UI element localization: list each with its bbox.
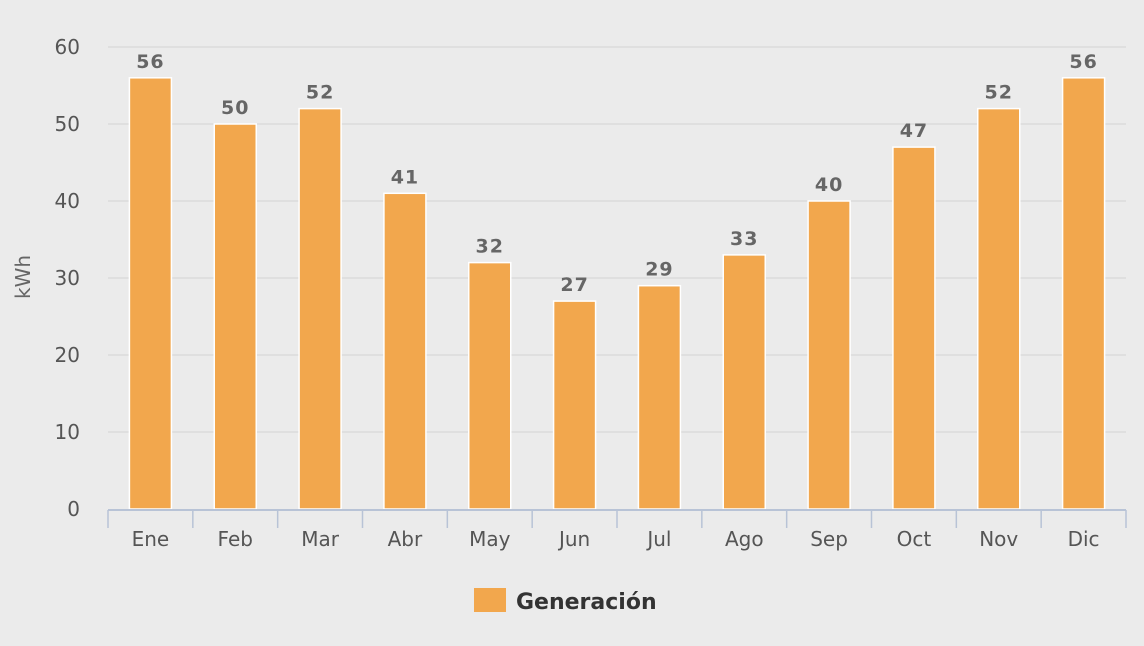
- bar[interactable]: [552, 300, 597, 510]
- y-tick-label: 60: [55, 35, 80, 59]
- x-tick-label: Ago: [725, 527, 764, 551]
- bar[interactable]: [722, 254, 766, 510]
- y-axis-ticks: 0 10 20 30 40 50 60: [55, 35, 80, 521]
- data-label: 52: [306, 82, 334, 104]
- x-tick-label: Abr: [388, 527, 423, 551]
- bar[interactable]: [1061, 77, 1106, 510]
- x-tick-label: Feb: [218, 527, 253, 551]
- x-tick-label: Oct: [897, 527, 932, 551]
- bar[interactable]: [128, 77, 173, 510]
- y-tick-label: 0: [67, 497, 80, 521]
- data-label: 47: [900, 120, 928, 142]
- x-tick-label: Dic: [1068, 527, 1100, 551]
- legend-label[interactable]: Generación: [516, 590, 657, 615]
- bars: [128, 77, 1106, 510]
- data-label: 52: [985, 82, 1013, 104]
- bar[interactable]: [298, 107, 342, 510]
- bar[interactable]: [807, 200, 851, 510]
- data-label: 40: [815, 174, 843, 196]
- y-tick-label: 10: [55, 420, 80, 444]
- data-label: 56: [136, 51, 164, 73]
- bar[interactable]: [892, 146, 936, 510]
- bar[interactable]: [637, 284, 682, 510]
- data-label: 33: [730, 228, 758, 250]
- x-tick-label: Mar: [301, 527, 340, 551]
- legend-swatch[interactable]: [474, 588, 506, 612]
- data-label: 50: [221, 97, 249, 119]
- y-tick-label: 20: [55, 343, 80, 367]
- x-tick-label: May: [469, 527, 511, 551]
- data-label: 32: [476, 236, 504, 258]
- bar[interactable]: [383, 192, 427, 510]
- y-axis-title: kWh: [11, 255, 35, 299]
- x-tick-label: Jul: [645, 527, 671, 551]
- data-label: 56: [1069, 51, 1097, 73]
- y-tick-label: 30: [55, 266, 80, 290]
- bar[interactable]: [213, 123, 257, 510]
- x-tick-label: Sep: [810, 527, 848, 551]
- grid-lines: [108, 46, 1126, 433]
- x-tick-label: Ene: [132, 527, 170, 551]
- y-tick-label: 40: [55, 189, 80, 213]
- data-label: 41: [391, 166, 419, 188]
- data-labels: 56 50 52 41 32 27 29 33 40 47 52 56: [136, 51, 1097, 296]
- x-tick-label: Nov: [979, 527, 1018, 551]
- legend[interactable]: Generación: [474, 588, 657, 615]
- y-tick-label: 50: [55, 112, 80, 136]
- x-axis: Ene Feb Mar Abr May Jun Jul Ago Sep Oct Nov Dic: [107, 509, 1127, 551]
- x-tick-label: Jun: [557, 527, 590, 551]
- bar[interactable]: [468, 261, 512, 510]
- data-label: 27: [560, 274, 588, 296]
- bar[interactable]: [977, 107, 1021, 510]
- data-label: 29: [645, 259, 673, 281]
